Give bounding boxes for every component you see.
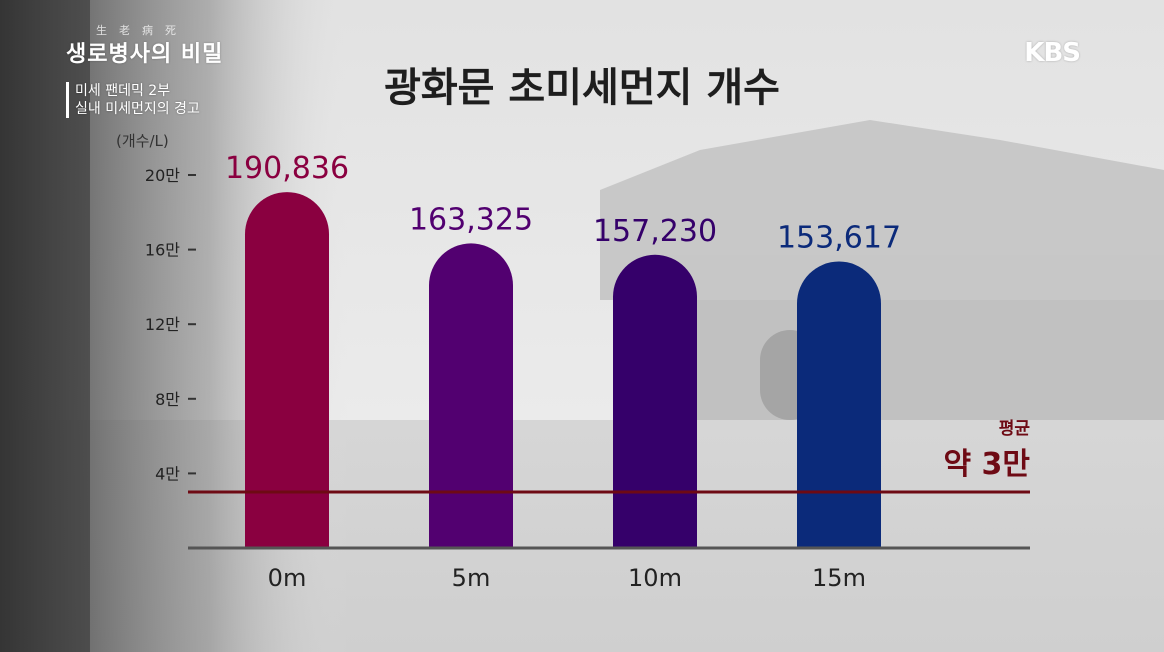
average-label-big: 약 3만 (943, 447, 1030, 482)
episode-line-1: 미세 팬데믹 2부 (75, 83, 171, 99)
average-label-small: 평균 (999, 419, 1031, 439)
program-logo: 生老病死 생로병사의 비밀 (66, 22, 266, 68)
episode-subtitle: 미세 팬데믹 2부 실내 미세먼지의 경고 (66, 82, 200, 118)
y-tick-label: 20만 (145, 166, 180, 185)
y-tick-label: 16만 (145, 241, 180, 260)
x-tick-label: 15m (812, 564, 866, 592)
x-tick-label: 0m (268, 564, 307, 592)
bar-5m (429, 243, 513, 549)
broadcaster-logo: KBS (1024, 38, 1081, 68)
chart-title: 광화문 초미세먼지 개수 (384, 65, 780, 111)
y-axis-unit: (개수/L) (116, 132, 169, 150)
program-title: 생로병사의 비밀 (66, 41, 224, 67)
data-label: 157,230 (593, 214, 717, 249)
bar-10m (613, 254, 697, 548)
x-tick-label: 10m (628, 564, 682, 592)
y-tick-label: 12만 (145, 315, 180, 334)
x-tick-label: 5m (452, 564, 491, 592)
data-label: 190,836 (225, 151, 349, 186)
bar-0m (245, 192, 329, 548)
data-label: 163,325 (409, 202, 533, 237)
bar-15m (797, 261, 881, 548)
episode-line-2: 실내 미세먼지의 경고 (75, 101, 200, 117)
data-label: 153,617 (777, 221, 901, 256)
y-tick-label: 8만 (155, 390, 180, 409)
y-tick-label: 4만 (155, 464, 180, 483)
program-hanja: 生老病死 (96, 24, 188, 37)
